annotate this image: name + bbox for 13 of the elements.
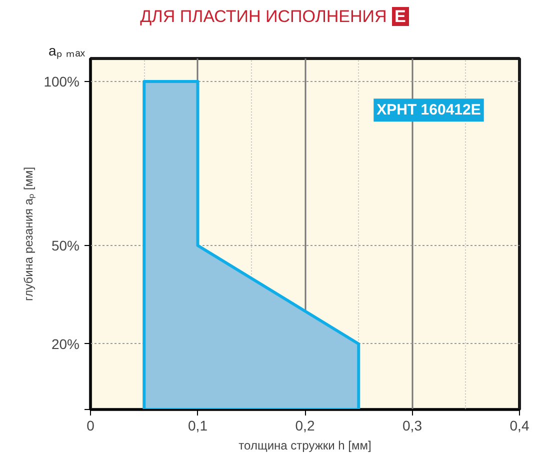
annotation: XPHT 160412E <box>376 102 481 119</box>
x-tick-label: 0 <box>86 418 95 434</box>
x-tick-label: 0,2 <box>295 418 315 434</box>
x-tick-label: 0,1 <box>188 418 208 434</box>
y-tick-label: 100% <box>44 73 80 90</box>
x-axis-title: толщина стружки h [мм] <box>238 438 372 452</box>
y-axis-title: глубина резания aₚ [мм] <box>22 166 36 302</box>
chart-title: ДЛЯ ПЛАСТИН ИСПОЛНЕНИЯ E <box>139 6 407 28</box>
y-tick-label: 20% <box>51 336 80 352</box>
text: aₚ ₘₐₓ <box>48 42 86 60</box>
y-tick-label: 50% <box>51 237 80 254</box>
x-tick-label: 0,4 <box>510 418 530 434</box>
x-tick-label: 0,3 <box>402 418 422 434</box>
